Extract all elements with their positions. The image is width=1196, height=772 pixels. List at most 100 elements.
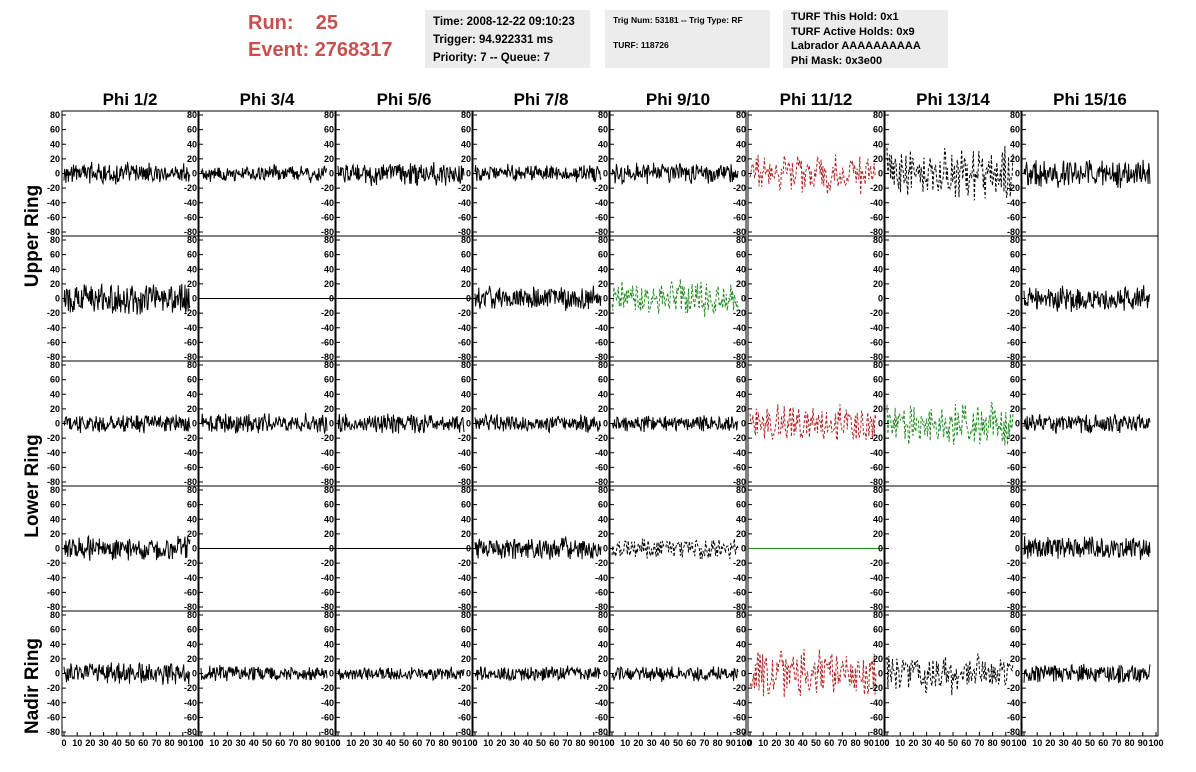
waveform-trace — [886, 145, 1014, 201]
waveform-trace — [474, 412, 602, 434]
y-tick-label: 40 — [50, 264, 60, 274]
y-tick-label: -80 — [1007, 227, 1020, 237]
y-tick-label: -80 — [595, 727, 608, 737]
y-tick-label: -40 — [321, 323, 334, 333]
y-tick-label: 20 — [736, 529, 746, 539]
y-tick-label: -60 — [321, 337, 334, 347]
y-tick-label: 80 — [461, 610, 471, 620]
waveform-trace — [474, 535, 602, 560]
y-tick-label: 40 — [598, 264, 608, 274]
waveform-trace — [611, 415, 739, 433]
y-tick-label: -80 — [47, 727, 60, 737]
y-tick-label: 80 — [50, 485, 60, 495]
x-tick-label: 20 — [908, 738, 918, 748]
y-tick-label: 80 — [736, 360, 746, 370]
y-tick-label: 80 — [598, 360, 608, 370]
y-tick-label: -60 — [458, 712, 471, 722]
y-tick-label: -40 — [47, 573, 60, 583]
x-tick-label: 70 — [974, 738, 984, 748]
y-tick-label: 60 — [598, 625, 608, 635]
y-tick-label: 80 — [736, 610, 746, 620]
x-tick-label: 10 — [1032, 738, 1042, 748]
waveform-trace — [611, 538, 739, 560]
y-tick-label: 0 — [741, 544, 746, 554]
y-tick-label: -80 — [595, 602, 608, 612]
y-tick-label: 0 — [1015, 669, 1020, 679]
y-tick-label: 80 — [598, 235, 608, 245]
y-tick-label: 40 — [736, 514, 746, 524]
y-tick-label: -40 — [733, 573, 746, 583]
y-tick-label: -20 — [458, 433, 471, 443]
y-tick-label: -20 — [47, 183, 60, 193]
y-tick-label: 80 — [1010, 485, 1020, 495]
turf-this-hold-text: TURF This Hold: 0x1 — [791, 11, 899, 23]
y-tick-label: 60 — [187, 375, 197, 385]
y-tick-label: -80 — [47, 352, 60, 362]
y-tick-label: -40 — [870, 198, 883, 208]
y-tick-label: -40 — [184, 573, 197, 583]
y-tick-label: 40 — [187, 389, 197, 399]
waveform-trace — [474, 285, 602, 311]
y-tick-label: -60 — [184, 212, 197, 222]
x-tick-label: 30 — [99, 738, 109, 748]
y-tick-label: 0 — [603, 419, 608, 429]
y-tick-label: 0 — [603, 169, 608, 179]
y-tick-label: 60 — [1010, 375, 1020, 385]
x-tick-label: 90 — [726, 738, 736, 748]
y-tick-label: -80 — [870, 352, 883, 362]
y-tick-label: 80 — [598, 485, 608, 495]
y-tick-label: 80 — [187, 610, 197, 620]
turf-text: TURF: 118726 — [613, 40, 669, 50]
x-tick-label: 60 — [824, 738, 834, 748]
y-tick-label: 60 — [598, 375, 608, 385]
y-tick-label: 20 — [461, 654, 471, 664]
y-tick-label: 80 — [736, 110, 746, 120]
y-tick-label: -80 — [184, 602, 197, 612]
y-tick-label: 20 — [598, 404, 608, 414]
y-tick-label: -60 — [458, 462, 471, 472]
y-tick-label: -60 — [595, 712, 608, 722]
waveform-trace — [474, 163, 602, 183]
y-tick-label: -60 — [184, 712, 197, 722]
y-tick-label: 0 — [878, 294, 883, 304]
y-tick-label: -40 — [870, 573, 883, 583]
waveform-trace — [1023, 285, 1151, 313]
y-tick-label: -60 — [458, 587, 471, 597]
y-tick-label: 0 — [1015, 294, 1020, 304]
y-tick-label: -20 — [1007, 433, 1020, 443]
y-tick-label: -40 — [595, 323, 608, 333]
y-tick-label: 20 — [736, 404, 746, 414]
y-tick-label: -60 — [595, 337, 608, 347]
x-tick-label: 80 — [576, 738, 586, 748]
y-tick-label: 20 — [50, 279, 60, 289]
waveform-trace — [63, 161, 191, 186]
x-tick-label: 90 — [1138, 738, 1148, 748]
y-tick-label: 0 — [55, 294, 60, 304]
column-header: Phi 7/8 — [514, 90, 569, 109]
x-tick-label: 90 — [178, 738, 188, 748]
y-tick-label: -40 — [321, 448, 334, 458]
run-label: Run: — [248, 12, 294, 34]
y-tick-label: 80 — [187, 485, 197, 495]
y-tick-label: 20 — [324, 279, 334, 289]
y-tick-label: -80 — [870, 602, 883, 612]
y-tick-label: 0 — [192, 544, 197, 554]
y-tick-label: 0 — [878, 669, 883, 679]
waveform-trace — [749, 154, 877, 195]
y-tick-label: 20 — [461, 529, 471, 539]
waveform-trace — [63, 283, 191, 315]
waveform-trace — [63, 662, 191, 685]
y-tick-label: 20 — [187, 279, 197, 289]
y-tick-label: 40 — [873, 639, 883, 649]
x-tick-label: 0 — [61, 738, 66, 748]
y-tick-label: 40 — [598, 514, 608, 524]
y-tick-label: 60 — [1010, 250, 1020, 260]
y-tick-label: 80 — [1010, 360, 1020, 370]
y-tick-label: -20 — [1007, 308, 1020, 318]
y-tick-label: 40 — [324, 264, 334, 274]
y-tick-label: -40 — [1007, 323, 1020, 333]
waveform-trace — [1023, 536, 1151, 560]
x-tick-label: 0 — [335, 738, 340, 748]
y-tick-label: -60 — [47, 212, 60, 222]
